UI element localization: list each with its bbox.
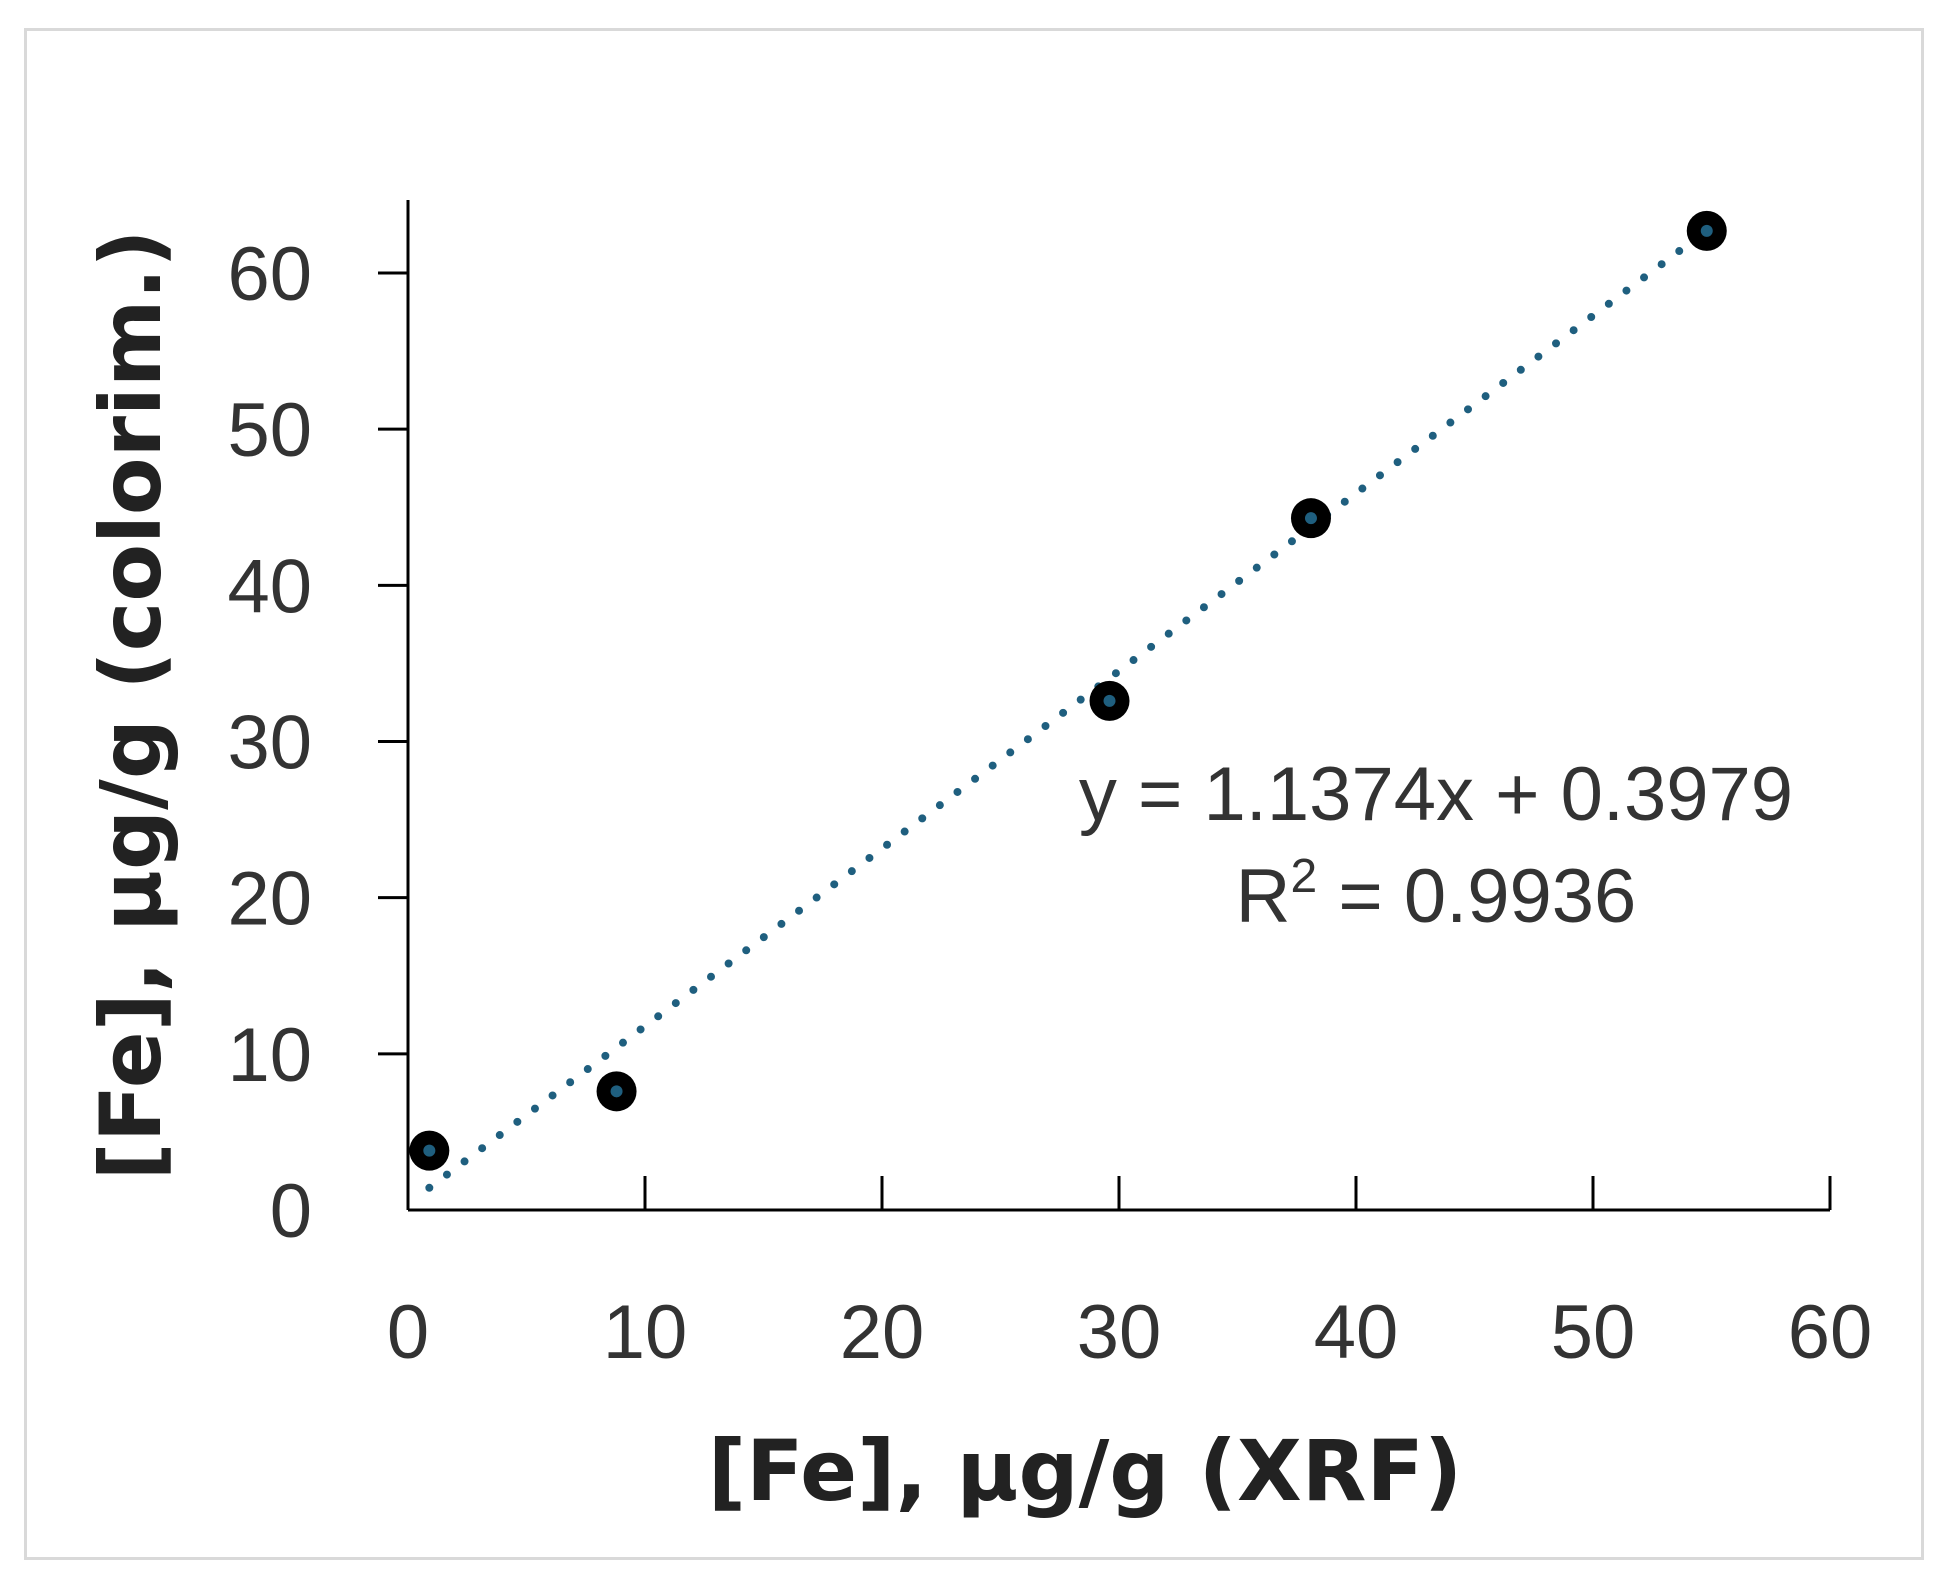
data-point [1089, 680, 1130, 721]
y-tick-label: 60 [227, 232, 312, 317]
data-point-center [1304, 512, 1317, 525]
data-point [596, 1071, 637, 1112]
ticks [378, 271, 1832, 1210]
data-points [409, 210, 1727, 1171]
x-tick-label: 10 [603, 1290, 688, 1375]
x-tick-label: 30 [1077, 1290, 1162, 1375]
x-axis-title: [Fe], µg/g (XRF) [708, 1422, 1462, 1520]
y-tick-label: 50 [227, 388, 312, 473]
data-point [409, 1130, 450, 1171]
r-squared-superscript: 2 [1291, 850, 1318, 903]
data-point-center [423, 1144, 436, 1157]
data-point-center [1700, 224, 1713, 237]
x-tick-label: 60 [1788, 1290, 1873, 1375]
data-point [1290, 498, 1331, 539]
tick-labels: 0 10 20 30 40 50 60 0 10 20 30 40 50 60 [227, 232, 1872, 1375]
trendline [425, 226, 1711, 1192]
x-tick-label: 20 [840, 1290, 925, 1375]
y-tick-label: 20 [227, 857, 312, 942]
y-axis-title: [Fe], µg/g (colorim.) [82, 229, 180, 1180]
y-tick-label: 30 [227, 701, 312, 786]
trendline-equation: y = 1.1374x + 0.3979 [1079, 752, 1793, 837]
y-tick-label: 40 [227, 544, 312, 629]
x-tick-label: 0 [387, 1290, 429, 1375]
data-point-center [610, 1085, 623, 1098]
r-squared-value: = 0.9936 [1317, 854, 1636, 939]
x-tick-label: 50 [1551, 1290, 1636, 1375]
chart-frame [24, 28, 1924, 1560]
data-point-center [1103, 694, 1116, 707]
y-tick-label: 10 [227, 1013, 312, 1098]
r-squared-label: R2 = 0.9936 [1236, 850, 1637, 939]
y-tick-label: 0 [270, 1169, 312, 1254]
x-tick-label: 40 [1314, 1290, 1399, 1375]
r-squared-prefix: R [1236, 854, 1291, 939]
trendline-group [425, 226, 1711, 1192]
data-point [1686, 210, 1727, 251]
